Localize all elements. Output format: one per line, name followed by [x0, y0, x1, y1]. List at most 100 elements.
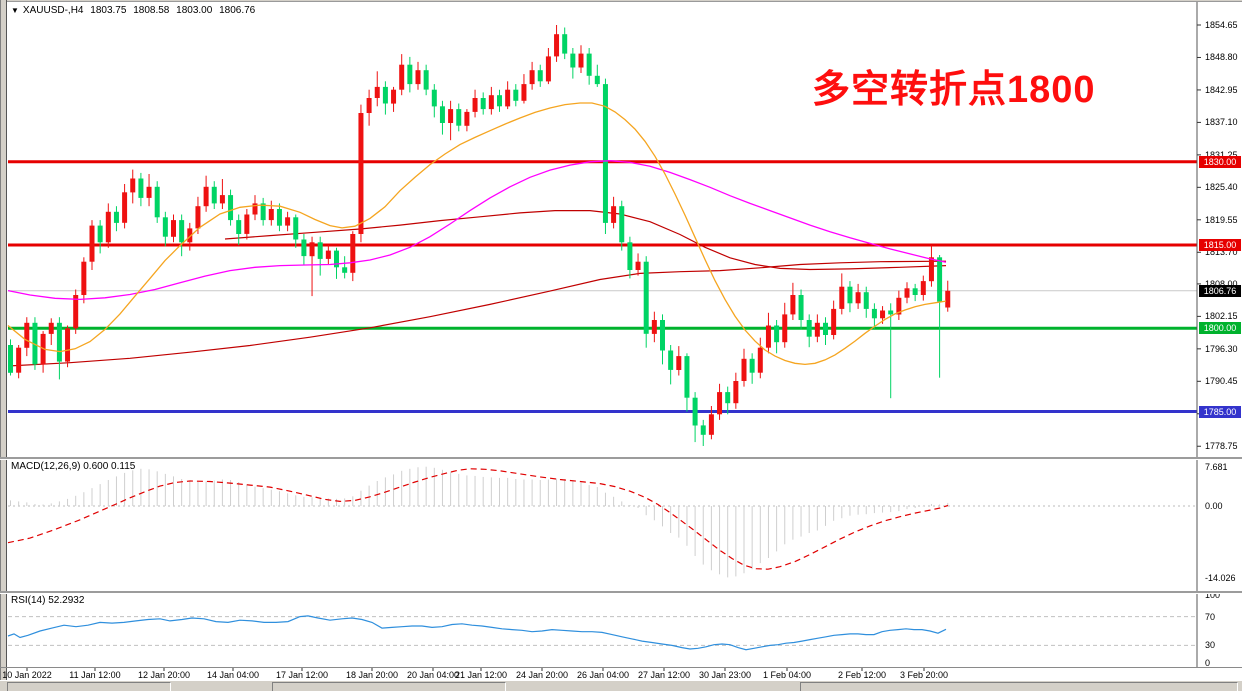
- candle: [774, 325, 780, 343]
- candle: [839, 286, 845, 309]
- symbol-label: XAUUSD-,H4: [22, 5, 84, 16]
- candle: [301, 239, 307, 257]
- price-tick-label: 1819.55: [1205, 214, 1238, 225]
- time-axis-label: 18 Jan 20:00: [345, 670, 399, 680]
- window-top-border: [0, 0, 1242, 2]
- candle: [635, 261, 641, 270]
- price-badge-1830.00: 1830.00: [1199, 155, 1241, 168]
- price-badge-1806.76: 1806.76: [1199, 284, 1241, 297]
- candle: [700, 425, 706, 435]
- candle: [399, 64, 405, 90]
- time-axis-label: 21 Jan 12:00: [454, 670, 508, 680]
- candle: [578, 53, 584, 68]
- time-axis-label: 10 Jan 2022: [2, 670, 52, 680]
- candle: [325, 250, 331, 259]
- time-axis-label: 24 Jan 20:00: [515, 670, 569, 680]
- candle: [162, 217, 168, 237]
- ma-magenta: [7, 160, 947, 301]
- price-tick-label: 1796.30: [1205, 343, 1238, 354]
- high-value: 1808.58: [133, 5, 170, 16]
- candle: [765, 325, 771, 348]
- time-axis-label: 1 Feb 04:00: [762, 670, 812, 680]
- candle: [814, 322, 820, 337]
- close-value: 1806.76: [219, 5, 256, 16]
- candle: [863, 292, 869, 309]
- ma-darkred-mid: [224, 210, 947, 271]
- candle: [276, 209, 282, 226]
- candle: [342, 267, 348, 273]
- time-axis-label: 3 Feb 20:00: [899, 670, 949, 680]
- candle: [268, 209, 274, 221]
- ma-orange: [7, 102, 947, 366]
- candle: [937, 257, 943, 302]
- candle: [228, 195, 234, 221]
- ma-darkred-slow: [7, 260, 947, 367]
- candle: [545, 56, 551, 82]
- candle: [236, 220, 242, 234]
- open-value: 1803.75: [90, 5, 127, 16]
- macd-panel-label: MACD(12,26,9) 0.600 0.115: [11, 461, 136, 472]
- candle: [611, 206, 617, 223]
- candle: [391, 89, 397, 104]
- candle: [97, 225, 103, 243]
- time-axis-label: 26 Jan 04:00: [576, 670, 630, 680]
- candle: [179, 220, 185, 243]
- price-badge-1800.00: 1800.00: [1199, 322, 1241, 335]
- candle: [423, 70, 429, 90]
- candle: [888, 310, 894, 315]
- candle: [570, 53, 576, 68]
- ohlc-info-bar: ▼ XAUUSD-,H4 1803.75 1808.58 1803.00 1806…: [11, 5, 259, 16]
- candle: [602, 84, 608, 223]
- price-tick-label: 1790.45: [1205, 376, 1238, 387]
- candle: [374, 86, 380, 98]
- candle: [521, 84, 527, 101]
- candle: [219, 195, 225, 204]
- candle: [823, 322, 828, 335]
- candle: [73, 295, 79, 329]
- candle: [24, 322, 30, 348]
- candle: [464, 111, 470, 126]
- candle: [309, 242, 315, 257]
- candle: [717, 392, 723, 415]
- candle: [782, 314, 788, 343]
- candle: [928, 257, 934, 282]
- candle: [513, 89, 519, 101]
- candle: [415, 70, 421, 85]
- candle: [317, 242, 323, 259]
- rsi-scale-label: 100: [1205, 590, 1221, 600]
- macd-scale-label: 0.00: [1205, 501, 1223, 511]
- status-bar-segment: [800, 682, 1238, 691]
- status-bar-segment: [272, 682, 506, 691]
- time-axis-label: 20 Jan 04:00: [406, 670, 460, 680]
- status-bar: [0, 680, 1242, 691]
- price-tick-label: 1831.25: [1205, 150, 1238, 160]
- price-tick-label: 1825.40: [1205, 182, 1238, 193]
- candle: [562, 34, 568, 54]
- candles-series: [8, 25, 951, 446]
- collapse-icon[interactable]: ▼: [11, 6, 19, 15]
- candle: [741, 358, 747, 381]
- candle: [749, 358, 755, 373]
- candle: [350, 234, 356, 273]
- rsi-scale-label: 30: [1205, 640, 1216, 651]
- price-tick-label: 1837.10: [1205, 117, 1238, 128]
- candle: [382, 86, 388, 104]
- time-axis-label: 2 Feb 12:00: [837, 670, 887, 680]
- candle: [113, 211, 119, 223]
- candle: [831, 308, 837, 335]
- time-axis-label: 27 Jan 12:00: [637, 670, 691, 680]
- candle: [8, 345, 13, 373]
- candle: [456, 109, 462, 126]
- panel-splitter-macd[interactable]: [0, 457, 1242, 460]
- candle: [439, 106, 445, 123]
- candle: [880, 310, 886, 319]
- candle: [497, 95, 502, 107]
- panel-splitter-rsi[interactable]: [0, 591, 1242, 594]
- price-tick-label: 1842.95: [1205, 84, 1238, 95]
- candle: [16, 347, 22, 373]
- macd-scale-label: -14.026: [1205, 572, 1236, 583]
- candle: [203, 186, 209, 207]
- candle: [660, 320, 665, 351]
- status-bar-segment: [7, 682, 171, 691]
